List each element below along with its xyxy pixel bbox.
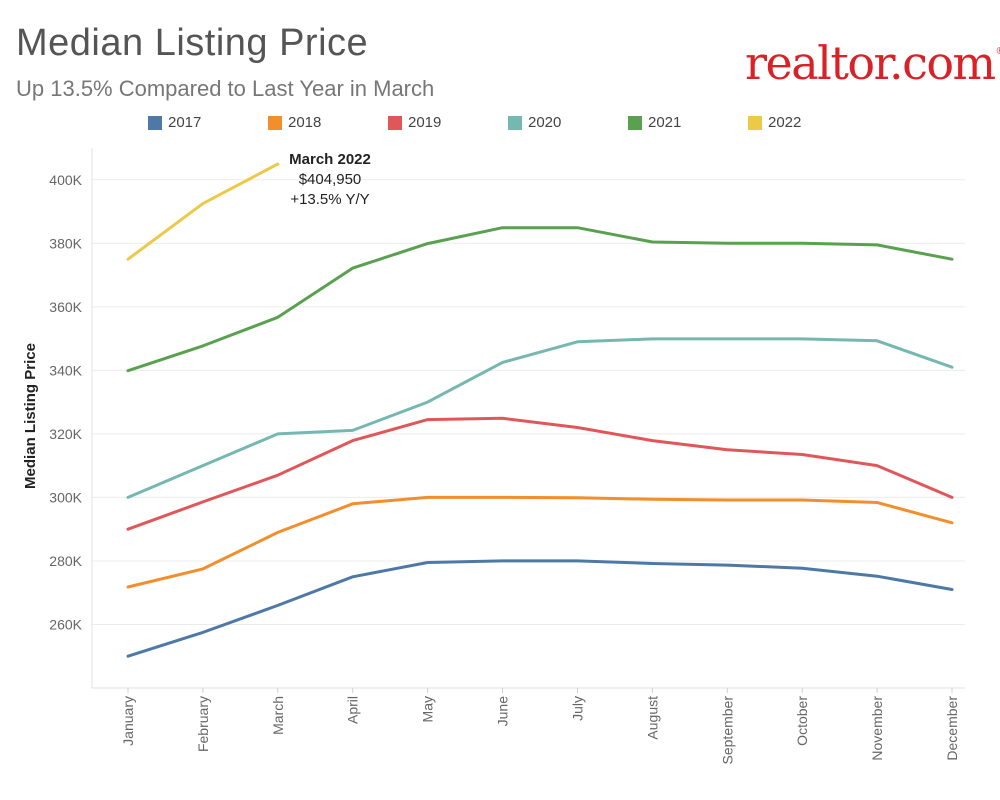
legend-item-2018[interactable]: 2018 bbox=[268, 114, 321, 131]
y-axis-title: Median Listing Price bbox=[22, 343, 39, 489]
x-tick-label: June bbox=[495, 696, 511, 727]
x-tick-label: February bbox=[195, 696, 211, 752]
x-tick-label: November bbox=[869, 696, 885, 761]
y-tick-label: 280K bbox=[49, 553, 82, 569]
legend-label: 2018 bbox=[288, 114, 322, 131]
logo-text: realtor.com bbox=[745, 36, 996, 90]
y-tick-label: 400K bbox=[49, 172, 82, 188]
chart-subtitle: Up 13.5% Compared to Last Year in March bbox=[16, 76, 435, 101]
legend-item-2019[interactable]: 2019 bbox=[388, 114, 441, 131]
series-line-2017 bbox=[126, 559, 954, 658]
legend-label: 2020 bbox=[528, 114, 562, 131]
series-line-2020 bbox=[126, 337, 954, 499]
y-tick-label: 340K bbox=[49, 362, 82, 378]
annotation-value: $404,950 bbox=[298, 171, 362, 188]
legend-swatch bbox=[388, 115, 402, 130]
realtor-logo: realtor.com® bbox=[745, 36, 1000, 90]
legend-swatch bbox=[508, 115, 522, 130]
chart-legend: 2017 2018 2019 2020 2021 2022 bbox=[0, 114, 1000, 142]
y-tick-label: 360K bbox=[49, 299, 82, 315]
x-tick-label: September bbox=[719, 696, 735, 765]
y-tick-label: 300K bbox=[49, 489, 82, 505]
x-tick-label: October bbox=[794, 696, 810, 746]
legend-swatch bbox=[628, 115, 642, 130]
x-tick-label: December bbox=[944, 696, 960, 761]
x-tick-label: March bbox=[270, 696, 286, 735]
chart-title: Median Listing Price bbox=[16, 22, 369, 64]
legend-item-2022[interactable]: 2022 bbox=[748, 114, 801, 131]
x-tick-label: July bbox=[569, 696, 585, 721]
series-line-2021 bbox=[126, 226, 954, 373]
legend-label: 2017 bbox=[168, 114, 202, 131]
registered-mark: ® bbox=[997, 46, 1000, 57]
march-2022-annotation: March 2022 $404,950 +13.5% Y/Y bbox=[270, 150, 390, 210]
series-line-2022 bbox=[126, 162, 280, 261]
annotation-change: +13.5% Y/Y bbox=[290, 191, 370, 208]
y-tick-label: 320K bbox=[49, 426, 82, 442]
legend-label: 2022 bbox=[768, 114, 802, 131]
legend-item-2021[interactable]: 2021 bbox=[628, 114, 681, 131]
legend-swatch bbox=[748, 115, 762, 130]
x-tick-label: January bbox=[120, 696, 136, 746]
x-tick-label: April bbox=[345, 696, 361, 724]
x-tick-label: May bbox=[420, 696, 436, 722]
y-tick-label: 380K bbox=[49, 235, 82, 251]
legend-label: 2021 bbox=[648, 114, 682, 131]
legend-swatch bbox=[268, 115, 282, 130]
legend-item-2020[interactable]: 2020 bbox=[508, 114, 561, 131]
annotation-title: March 2022 bbox=[289, 151, 371, 168]
legend-item-2017[interactable]: 2017 bbox=[148, 114, 201, 131]
x-tick-label: August bbox=[644, 696, 660, 740]
legend-label: 2019 bbox=[408, 114, 442, 131]
series-line-2018 bbox=[126, 495, 954, 589]
y-tick-label: 260K bbox=[49, 616, 82, 632]
legend-swatch bbox=[148, 115, 162, 130]
series-line-2019 bbox=[126, 416, 954, 531]
